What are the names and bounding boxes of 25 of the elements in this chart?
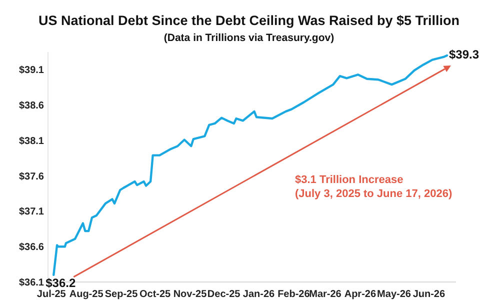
x-tick-label: Aug-25 [69,289,104,300]
y-tick-label: $36.1 [18,278,44,288]
x-tick-label: Feb-26 [278,289,310,300]
x-tick-label: May-26 [377,289,412,300]
y-tick-label: $38.6 [18,100,44,112]
y-tick-label: $37.6 [18,171,44,182]
x-tick-label: Apr-26 [344,289,376,300]
chart-title: US National Debt Since the Debt Ceiling Was Raised by $5 Trillion [38,13,460,28]
y-tick-label: $36.6 [18,242,44,254]
x-tick-label: Mar-26 [309,289,342,300]
chart-subtitle: (Data in Trillions via Treasury.gov) [164,32,334,44]
y-tick-label: $38.1 [18,136,44,147]
x-tick-label: Nov-25 [173,289,208,300]
y-tick-label: $37.1 [18,206,44,218]
x-tick-label: Jun-26 [412,289,446,300]
annotation: (July 3, 2025 to June 17, 2026) [295,188,452,200]
x-tick-label: Sep-25 [104,289,138,300]
x-tick-label: Jan-26 [242,289,276,300]
x-tick-label: Jul-25 [36,289,66,300]
y-tick-label: $39.1 [18,65,44,76]
annotation: $36.2 [46,276,76,290]
x-tick-label: Dec-25 [207,289,241,300]
x-tick-label: Oct-25 [140,289,172,300]
annotation: $3.1 Trillion Increase [295,174,404,186]
annotation: $39.3 [448,48,480,62]
